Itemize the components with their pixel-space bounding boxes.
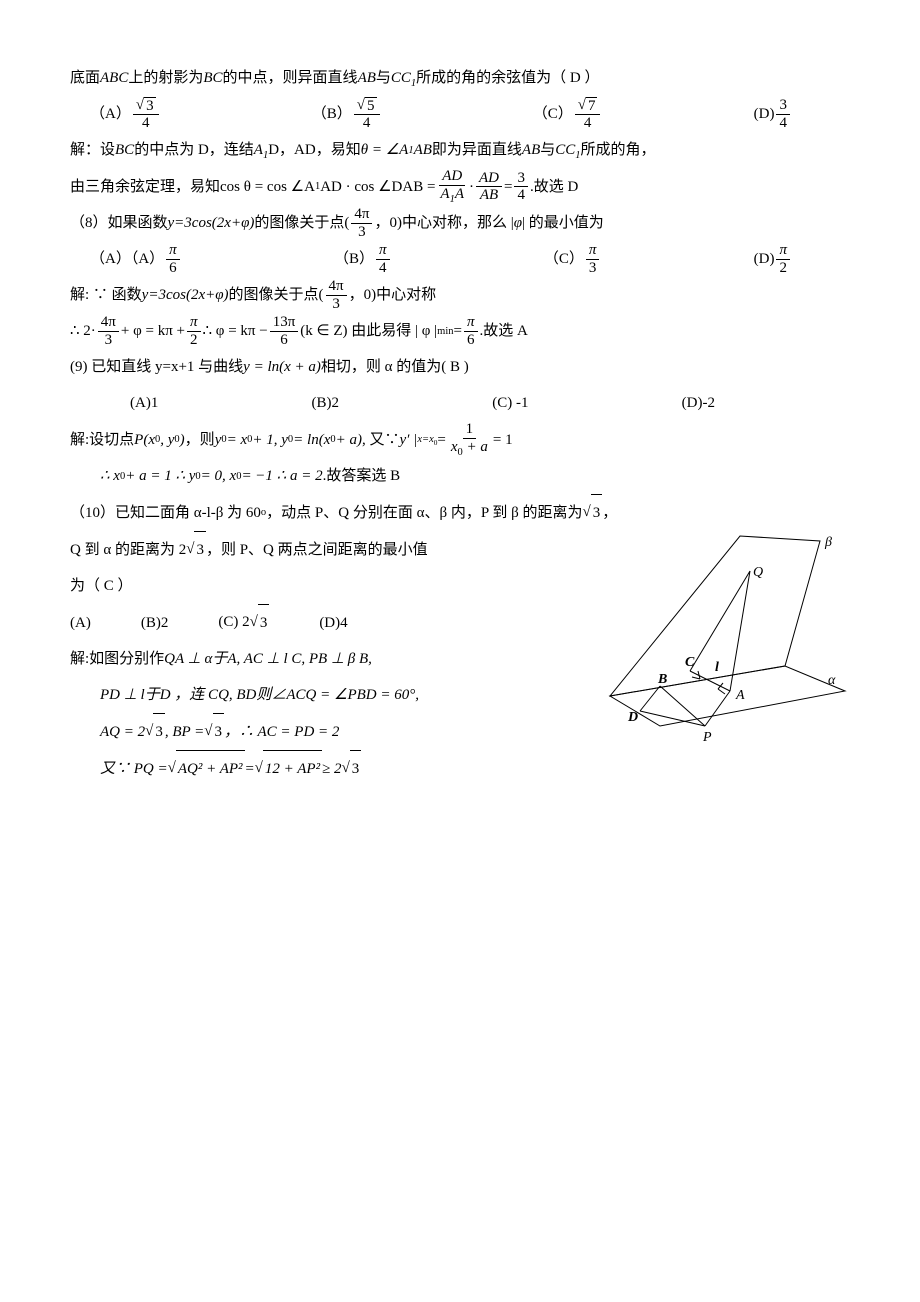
option-b: （B） 54: [312, 96, 382, 132]
option-a: （A） 34: [90, 96, 161, 132]
q7-options: （A） 34 （B） 54 （C） 74 (D) 34: [90, 96, 792, 132]
q8-options: （A）（A） π6 （B） π4 （C） π3 (D) π2: [90, 241, 792, 277]
q9-solution-1: 解:设切点 P(x0 , y0 ) ，则 y0 = x0 + 1, y0 = l…: [70, 421, 850, 458]
label-q: Q: [753, 565, 763, 580]
label-beta: β: [824, 535, 832, 550]
option-c: (C) 23: [218, 604, 269, 641]
var-cc1: CC1: [391, 60, 416, 96]
q7-solution-1: 解：设 BC 的中点为 D，连结 A1 D，AD，易知 θ = ∠A1 AB 即…: [70, 132, 850, 168]
q9-options: (A)1 (B)2 (C) -1 (D)-2: [130, 385, 715, 421]
var-abc: ABC: [100, 60, 128, 96]
option-c: （C） 74: [533, 96, 603, 132]
line-pa: [705, 691, 730, 726]
q8-solution-2: ∴ 2· 4π3 + φ = kπ + π2 ∴ φ = kπ − 13π6 (…: [70, 313, 850, 349]
label-c: C: [685, 655, 695, 670]
q10-stem-1: （10）已知二面角 α-l-β 为 60o ，动点 P、Q 分别在面 α、β 内…: [70, 494, 850, 531]
option-b: (B)2: [141, 605, 169, 641]
q9-stem: (9) 已知直线 y=x+1 与曲线 y = ln(x + a) 相切，则 α …: [70, 349, 850, 385]
label-b: B: [657, 672, 667, 687]
q7-continuation: 底面 ABC 上的射影为 BC 的中点，则异面直线 AB 与 CC1 所成的角的…: [70, 60, 850, 96]
option-a: （A）（A） π6: [90, 241, 182, 277]
q10-solution-4: 又∵ PQ = AQ² + AP² = 12 + AP² ≥ 2 3: [100, 750, 590, 787]
var-bc: BC: [203, 60, 222, 96]
q10-solution-2: PD ⊥ l于D ，连 CQ, BD则∠ACQ = ∠PBD = 60°,: [100, 677, 590, 713]
option-b: (B)2: [312, 385, 340, 421]
right-angle-2: [718, 683, 723, 689]
option-c: (C) -1: [492, 385, 528, 421]
var-ab: AB: [358, 60, 376, 96]
q10-solution-1: 解:如图分别作 QA ⊥ α于A, AC ⊥ l C, PB ⊥ β B,: [70, 641, 590, 677]
q10-options: (A) (B)2 (C) 23 (D)4: [70, 604, 590, 641]
option-d: (D)4: [319, 605, 347, 641]
option-c: （C） π3: [544, 241, 602, 277]
text: 的中点，则异面直线: [223, 60, 358, 96]
q8-solution-1: 解: ∵ 函数 y=3cos(2x+φ) 的图像关于点 ( 4π3 ，0) 中心…: [70, 277, 850, 313]
option-a: (A)1: [130, 385, 158, 421]
label-p: P: [702, 730, 712, 745]
option-d: (D) π2: [754, 241, 792, 277]
q10-stem-2: Q 到 α 的距离为 2 3 ，则 P、Q 两点之间距离的最小值: [70, 531, 590, 568]
q10-solution-3: AQ = 23 , BP = 3 ，∴ AC = PD = 2: [100, 713, 590, 750]
q7-solution-2: 由三角余弦定理，易知 cos θ = cos ∠A1 AD · cos ∠DAB…: [70, 168, 850, 205]
q8-stem: （8）如果函数 y=3cos(2x+φ) 的图像关于点 ( 4π3 ，0) 中心…: [70, 205, 850, 241]
line-bd: [640, 686, 660, 711]
option-b: （B） π4: [334, 241, 392, 277]
text: 底面: [70, 60, 100, 96]
q10-block: （10）已知二面角 α-l-β 为 60o ，动点 P、Q 分别在面 α、β 内…: [70, 494, 850, 787]
q9-solution-2: ∴ x0 + a = 1 ∴ y0 = 0, x 0 = −1 ∴ a = 2 …: [100, 458, 850, 494]
right-angle-1: [692, 677, 700, 679]
text: 与: [376, 60, 391, 96]
option-d: (D) 34: [754, 96, 792, 132]
label-alpha: α: [828, 673, 836, 688]
label-d: D: [627, 710, 638, 725]
right-angle-2b: [718, 689, 725, 694]
dihedral-diagram: β α Q A C B D P l: [600, 531, 850, 751]
label-a: A: [735, 688, 745, 703]
text: 上的射影为: [128, 60, 203, 96]
text: 所成的角的余弦值为（ D ）: [416, 60, 599, 96]
label-l: l: [715, 660, 719, 675]
option-d: (D)-2: [682, 385, 715, 421]
option-a: (A): [70, 605, 91, 641]
plane-alpha: [610, 666, 845, 726]
line-pb: [660, 686, 705, 726]
